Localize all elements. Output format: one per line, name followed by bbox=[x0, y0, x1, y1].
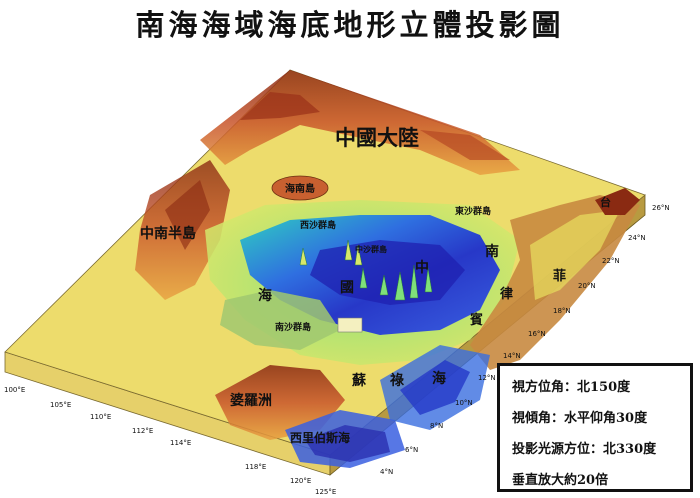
lat-tick: 10°N bbox=[455, 399, 473, 407]
label-hainan: 海南島 bbox=[285, 182, 315, 195]
taiwan-island bbox=[595, 188, 640, 215]
label-sulu-3: 海 bbox=[432, 370, 446, 387]
label-celebes: 西里伯斯海 bbox=[290, 430, 350, 445]
info-view-elevation: 視傾角：水平仰角30度 bbox=[512, 411, 648, 426]
label-philippines-3: 賓 bbox=[469, 312, 483, 328]
lon-tick: 110°E bbox=[90, 413, 111, 421]
label-dongsha: 東沙群島 bbox=[455, 205, 491, 217]
lat-tick: 20°N bbox=[578, 282, 596, 290]
info-light-azimuth: 投影光源方位：北330度 bbox=[512, 442, 657, 457]
label-nansha: 南沙群島 bbox=[275, 321, 311, 333]
lat-tick: 14°N bbox=[503, 352, 521, 360]
projection-info-box: 視方位角：北150度 視傾角：水平仰角30度 投影光源方位：北330度 垂直放大… bbox=[497, 363, 693, 492]
longitude-ticks: 100°E 105°E 110°E 112°E 114°E 118°E 120°… bbox=[4, 386, 336, 496]
label-south-sea-1: 南 bbox=[485, 243, 499, 260]
label-zhongsha: 中沙群島 bbox=[355, 244, 387, 254]
label-sulu-2: 祿 bbox=[389, 372, 405, 389]
lat-tick: 22°N bbox=[602, 257, 620, 265]
lon-tick: 118°E bbox=[245, 463, 266, 471]
lat-tick: 24°N bbox=[628, 234, 646, 242]
lon-tick: 125°E bbox=[315, 488, 336, 496]
label-south-sea-2: 中 bbox=[415, 259, 429, 276]
info-view-azimuth: 視方位角：北150度 bbox=[512, 380, 631, 395]
info-vertical-exaggeration: 垂直放大約20倍 bbox=[512, 473, 609, 488]
lat-tick: 6°N bbox=[405, 446, 418, 454]
lat-tick: 8°N bbox=[430, 422, 443, 430]
lat-tick: 12°N bbox=[478, 374, 496, 382]
label-philippines-1: 菲 bbox=[553, 268, 566, 284]
label-china-mainland: 中國大陸 bbox=[335, 125, 419, 150]
map-title: 南海海域海底地形立體投影圖 bbox=[135, 8, 565, 42]
label-south-sea-3: 國 bbox=[340, 280, 354, 296]
lat-tick: 16°N bbox=[528, 330, 546, 338]
label-taiwan: 台 bbox=[600, 195, 611, 209]
lon-tick: 120°E bbox=[290, 477, 311, 485]
lat-tick: 4°N bbox=[380, 468, 393, 476]
seamounts bbox=[299, 239, 433, 301]
label-sulu-1: 蘇 bbox=[351, 372, 367, 389]
lon-tick: 105°E bbox=[50, 401, 71, 409]
lat-tick: 18°N bbox=[553, 307, 571, 315]
lon-tick: 114°E bbox=[170, 439, 191, 447]
label-borneo: 婆羅洲 bbox=[230, 392, 272, 409]
label-xisha: 西沙群島 bbox=[300, 219, 336, 231]
label-indochina: 中南半島 bbox=[140, 225, 196, 242]
label-south-sea-4: 海 bbox=[258, 287, 272, 304]
lon-tick: 100°E bbox=[4, 386, 25, 394]
nansha-area bbox=[220, 290, 340, 350]
lon-tick: 112°E bbox=[132, 427, 153, 435]
hainan-island bbox=[271, 175, 329, 201]
label-philippines-2: 律 bbox=[500, 286, 513, 302]
lat-tick: 26°N bbox=[652, 204, 670, 212]
latitude-ticks: 26°N 24°N 22°N 20°N 18°N 16°N 14°N 12°N … bbox=[380, 204, 670, 476]
